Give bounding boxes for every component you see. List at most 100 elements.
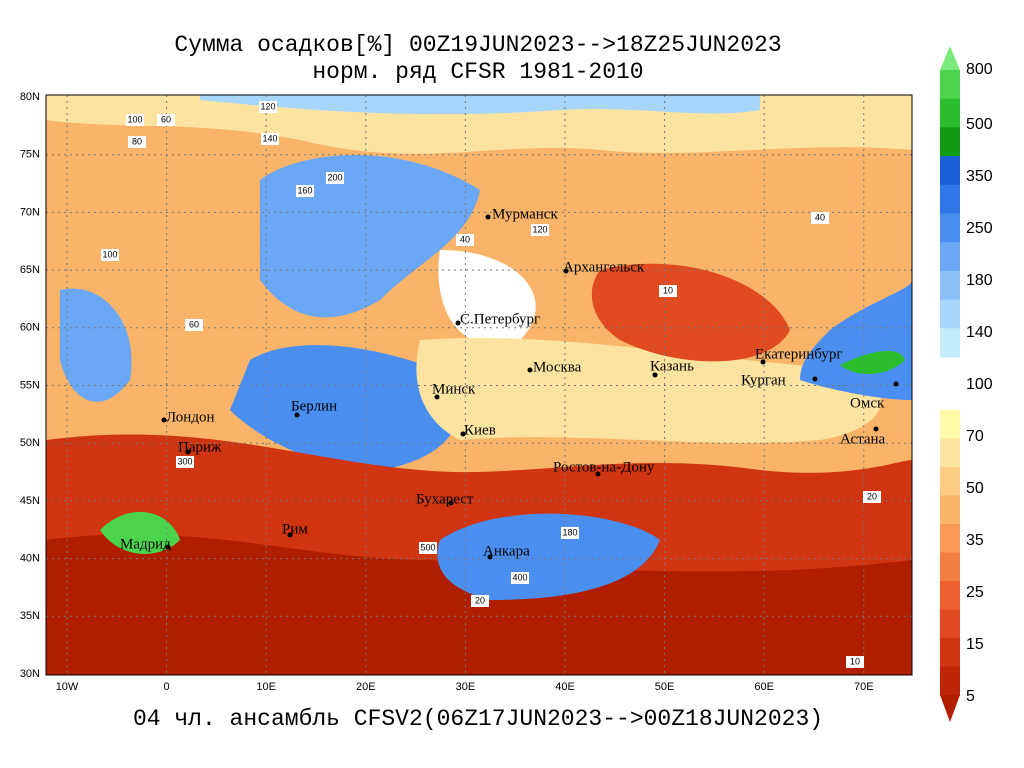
colorbar-segment bbox=[940, 410, 960, 439]
field-area bbox=[416, 337, 881, 443]
city-label: Минск bbox=[432, 381, 476, 397]
contour-label: 40 bbox=[815, 212, 825, 222]
footer: 04 чл. ансамбль CFSV2(06Z17JUN2023-->00Z… bbox=[133, 706, 823, 732]
subtitle: норм. ряд CFSR 1981-2010 bbox=[312, 59, 643, 85]
colorbar-label: 35 bbox=[966, 532, 984, 549]
city-label: Курган bbox=[741, 372, 786, 388]
colorbar-segment bbox=[940, 299, 960, 329]
city-label: Мадрид bbox=[120, 536, 171, 552]
contour-label-bg bbox=[157, 114, 175, 126]
contour-label-bg bbox=[471, 595, 489, 607]
city-marker bbox=[434, 394, 440, 400]
city-label: Париж bbox=[178, 439, 222, 455]
colorbar-segment bbox=[940, 666, 960, 696]
colorbar-segment bbox=[940, 609, 960, 639]
contour-label-bg bbox=[176, 456, 194, 468]
colorbar-label: 350 bbox=[966, 168, 993, 185]
colorbar-label: 50 bbox=[966, 480, 984, 497]
city-marker bbox=[812, 376, 818, 382]
graticule bbox=[46, 95, 912, 675]
colorbar-label: 15 bbox=[966, 636, 984, 653]
contour-label: 200 bbox=[327, 172, 342, 182]
title: Сумма осадков[%] 00Z19JUN2023-->18Z25JUN… bbox=[174, 32, 781, 58]
city-label: Москва bbox=[533, 359, 582, 375]
contour-label-bg bbox=[419, 542, 437, 554]
field-area bbox=[260, 155, 480, 318]
colorbar-segment bbox=[940, 328, 960, 358]
city-label: С.Петербург bbox=[460, 311, 540, 327]
contour-label: 160 bbox=[297, 185, 312, 195]
field-area bbox=[230, 345, 462, 470]
lat-label: 45N bbox=[20, 495, 40, 507]
city-marker bbox=[487, 554, 493, 560]
city-marker bbox=[652, 372, 658, 378]
colorbar-label: 180 bbox=[966, 272, 993, 289]
contour-label: 180 bbox=[562, 527, 577, 537]
lat-label: 80N bbox=[20, 91, 40, 103]
city-marker bbox=[595, 471, 601, 477]
city-label: Архангельск bbox=[563, 259, 645, 275]
city-label: Лондон bbox=[166, 409, 215, 425]
contour-label-bg bbox=[863, 491, 881, 503]
colorbar-label: 800 bbox=[966, 61, 993, 78]
contour-label-bg bbox=[456, 234, 474, 246]
contour-label-bg bbox=[659, 285, 677, 297]
contour-label-bg bbox=[185, 319, 203, 331]
city-marker bbox=[760, 359, 766, 365]
lon-label: 40E bbox=[555, 681, 575, 693]
city-marker bbox=[563, 268, 569, 274]
lat-label: 65N bbox=[20, 264, 40, 276]
field-area bbox=[100, 511, 180, 554]
lat-label: 35N bbox=[20, 610, 40, 622]
lat-label: 70N bbox=[20, 206, 40, 218]
colorbar-segment bbox=[940, 467, 960, 496]
colorbar-label: 100 bbox=[966, 376, 993, 393]
map-frame bbox=[45, 94, 913, 676]
city-label: Астана bbox=[840, 431, 886, 447]
colorbar-segment bbox=[940, 213, 960, 243]
city-marker bbox=[294, 412, 300, 418]
contour-label: 20 bbox=[475, 595, 485, 605]
lon-label: 70E bbox=[854, 681, 874, 693]
colorbar-label: 70 bbox=[966, 428, 984, 445]
field bbox=[46, 95, 912, 675]
lon-label: 20E bbox=[356, 681, 376, 693]
contour-label: 20 bbox=[867, 491, 877, 501]
contour-label: 10 bbox=[663, 285, 673, 295]
city-marker bbox=[448, 500, 454, 506]
field-area bbox=[591, 263, 790, 362]
contour-label-bg bbox=[128, 136, 146, 148]
lon-label: 30E bbox=[456, 681, 476, 693]
colorbar-segment bbox=[940, 127, 960, 157]
city-marker bbox=[893, 381, 899, 387]
contour-label: 10 bbox=[850, 656, 860, 666]
contour-label-bg bbox=[126, 114, 144, 126]
city-marker bbox=[460, 431, 466, 437]
contour-label: 40 bbox=[460, 234, 470, 244]
contour-label: 80 bbox=[132, 136, 142, 146]
city-marker bbox=[527, 367, 533, 373]
city-marker bbox=[485, 214, 491, 220]
city-marker bbox=[287, 532, 293, 538]
lat-label: 55N bbox=[20, 379, 40, 391]
contour-label-bg bbox=[846, 656, 864, 668]
contour-label: 60 bbox=[189, 319, 199, 329]
field-area bbox=[438, 250, 536, 346]
field-area bbox=[60, 288, 132, 402]
city-label: Бухарест bbox=[416, 491, 474, 507]
lon-label: 60E bbox=[754, 681, 774, 693]
lon-label: 10E bbox=[256, 681, 276, 693]
contour-label: 120 bbox=[260, 101, 275, 111]
contour-label-bg bbox=[101, 249, 119, 261]
city-marker bbox=[185, 449, 191, 455]
contour-label: 100 bbox=[127, 114, 142, 124]
contour-label: 60 bbox=[161, 114, 171, 124]
colorbar-segment bbox=[940, 156, 960, 186]
colorbar-label: 25 bbox=[966, 584, 984, 601]
lat-label: 60N bbox=[20, 322, 40, 334]
contour-label: 120 bbox=[532, 224, 547, 234]
colorbar-label: 250 bbox=[966, 220, 993, 237]
city-label: Мурманск bbox=[492, 206, 558, 222]
